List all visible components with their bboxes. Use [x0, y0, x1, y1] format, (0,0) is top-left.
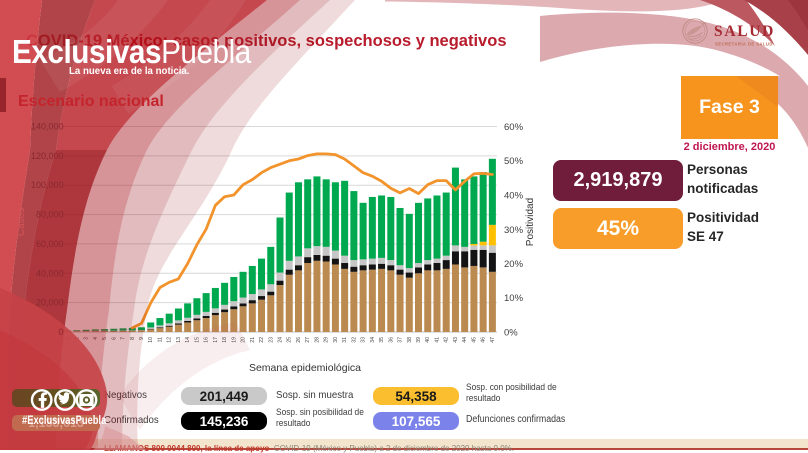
svg-text:6: 6	[111, 337, 117, 340]
svg-text:2: 2	[74, 337, 80, 340]
svg-text:40: 40	[425, 337, 431, 343]
svg-text:37: 37	[398, 337, 404, 343]
svg-text:10%: 10%	[504, 293, 524, 304]
svg-text:41: 41	[435, 337, 441, 343]
svg-text:31: 31	[342, 337, 348, 343]
svg-text:22: 22	[259, 337, 265, 343]
svg-text:10: 10	[148, 337, 154, 343]
svg-text:19: 19	[231, 337, 237, 343]
svg-text:60%: 60%	[504, 122, 524, 133]
svg-text:27: 27	[305, 337, 311, 343]
svg-text:18: 18	[222, 337, 228, 343]
svg-text:Semana epidemiológica: Semana epidemiológica	[249, 362, 361, 374]
svg-text:12: 12	[167, 337, 173, 343]
svg-text:20%: 20%	[504, 259, 524, 270]
svg-text:14: 14	[185, 337, 191, 343]
svg-text:29: 29	[324, 337, 330, 343]
svg-text:20: 20	[241, 337, 247, 343]
svg-text:Positividad: Positividad	[525, 198, 536, 246]
svg-text:7: 7	[121, 337, 127, 340]
svg-text:46: 46	[481, 337, 487, 343]
svg-text:25: 25	[287, 337, 293, 343]
svg-text:4: 4	[93, 337, 99, 340]
svg-text:47: 47	[490, 337, 496, 343]
svg-text:16: 16	[204, 337, 210, 343]
svg-text:SALUD: SALUD	[714, 23, 775, 40]
svg-text:0%: 0%	[504, 328, 518, 339]
svg-text:26: 26	[296, 337, 302, 343]
svg-text:30%: 30%	[504, 225, 524, 236]
svg-text:30: 30	[333, 337, 339, 343]
svg-text:24: 24	[278, 337, 284, 343]
svg-text:11: 11	[158, 337, 164, 342]
svg-text:39: 39	[416, 337, 422, 343]
svg-text:42: 42	[444, 337, 450, 343]
svg-text:SECRETARÍA DE SALUD: SECRETARÍA DE SALUD	[715, 42, 773, 47]
svg-text:45: 45	[471, 337, 477, 343]
svg-text:28: 28	[314, 337, 320, 343]
svg-text:50%: 50%	[504, 156, 524, 167]
svg-text:17: 17	[213, 337, 219, 343]
svg-text:34: 34	[370, 337, 376, 343]
svg-text:44: 44	[462, 337, 468, 343]
svg-text:38: 38	[407, 337, 413, 343]
svg-text:43: 43	[453, 337, 459, 343]
svg-text:21: 21	[250, 337, 256, 343]
svg-text:9: 9	[139, 337, 145, 340]
svg-text:3: 3	[84, 337, 90, 340]
svg-text:13: 13	[176, 337, 182, 343]
svg-text:5: 5	[102, 337, 108, 340]
svg-text:36: 36	[388, 337, 394, 343]
svg-text:15: 15	[194, 337, 200, 343]
svg-text:23: 23	[268, 337, 274, 343]
svg-text:33: 33	[361, 337, 367, 343]
svg-text:8: 8	[130, 337, 136, 340]
svg-text:40%: 40%	[504, 191, 524, 202]
svg-text:1: 1	[65, 337, 71, 340]
svg-text:35: 35	[379, 337, 385, 343]
svg-text:32: 32	[351, 337, 357, 343]
